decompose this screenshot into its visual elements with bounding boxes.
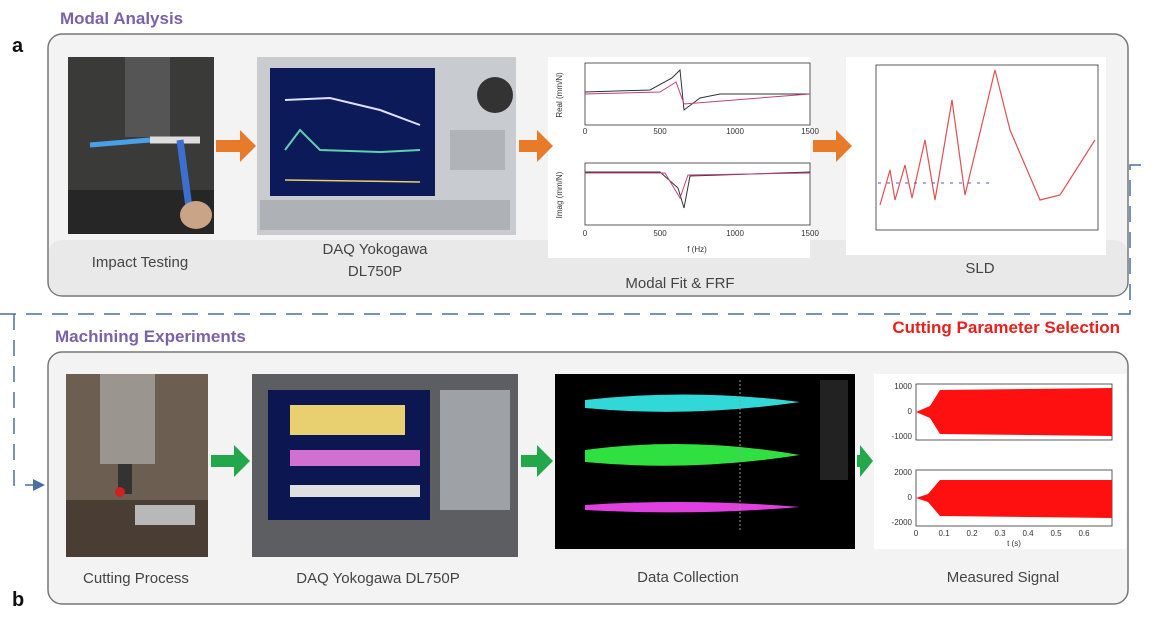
section-title: Modal Analysis xyxy=(60,9,183,28)
axis-label: Imag (mm/N) xyxy=(555,171,564,218)
section-title: Machining Experiments xyxy=(55,327,246,346)
tick-label: 0.3 xyxy=(994,529,1006,538)
frf-plot: Real (mm/N) Imag (mm/N) f (Hz) xyxy=(548,57,810,258)
caption: DAQ Yokogawa xyxy=(322,241,428,258)
axis-label: f (Hz) xyxy=(687,245,707,254)
tick-label: 1000 xyxy=(726,229,744,238)
figure: a Modal Analysis Real (mm/N) Imag (mm/N)… xyxy=(0,0,1156,612)
panel-label: b xyxy=(12,589,24,611)
photo-daq xyxy=(257,57,516,235)
tick-label: 0 xyxy=(583,127,588,136)
tick-label: 0 xyxy=(908,407,913,416)
photo-impact xyxy=(68,57,214,234)
sld-plot xyxy=(846,57,1106,255)
tick-label: 1500 xyxy=(801,127,819,136)
tick-label: 500 xyxy=(653,229,667,238)
caption: Impact Testing xyxy=(92,254,188,271)
tick-label: -2000 xyxy=(892,518,913,527)
tick-label: 1500 xyxy=(801,229,819,238)
axis-label: t (s) xyxy=(1007,539,1021,548)
highlight-title: Cutting Parameter Selection xyxy=(892,318,1120,337)
tick-label: 0.2 xyxy=(966,529,978,538)
tick-label: 2000 xyxy=(894,468,912,477)
axis-label: Real (mm/N) xyxy=(555,72,564,118)
caption: Measured Signal xyxy=(947,569,1060,586)
tick-label: 0 xyxy=(583,229,588,238)
tick-label: 500 xyxy=(653,127,667,136)
panel-label: a xyxy=(12,35,24,57)
tick-label: 0.5 xyxy=(1050,529,1062,538)
caption: DAQ Yokogawa DL750P xyxy=(296,570,459,587)
photo-data-collection xyxy=(555,374,855,549)
photo-daq xyxy=(252,374,518,557)
tick-label: -1000 xyxy=(892,432,913,441)
tick-label: 0 xyxy=(908,493,913,502)
photo-cutting xyxy=(66,374,208,557)
caption: Cutting Process xyxy=(83,570,189,587)
caption: SLD xyxy=(965,260,994,277)
tick-label: 0.1 xyxy=(938,529,950,538)
tick-label: 0.6 xyxy=(1078,529,1090,538)
caption: Modal Fit & FRF xyxy=(625,275,734,292)
tick-label: 1000 xyxy=(726,127,744,136)
tick-label: 1000 xyxy=(894,382,912,391)
caption: Data Collection xyxy=(637,569,739,586)
tick-label: 0 xyxy=(914,529,919,538)
caption: DL750P xyxy=(348,263,402,280)
tick-label: 0.4 xyxy=(1022,529,1034,538)
